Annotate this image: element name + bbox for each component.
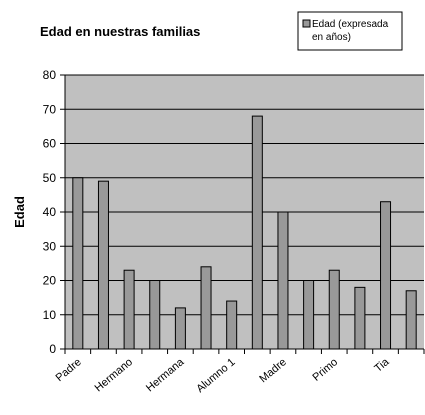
bar — [72, 177, 84, 350]
x-tick-label: Hermano — [93, 356, 135, 394]
y-tick-label: 40 — [43, 205, 57, 219]
y-tick-label: 50 — [43, 171, 57, 185]
bar — [328, 269, 340, 350]
bar — [200, 266, 212, 350]
y-tick-label: 10 — [43, 308, 57, 322]
bar — [123, 269, 135, 350]
legend: Edad (expresada en años) — [297, 11, 403, 51]
legend-label: en años) — [312, 32, 351, 43]
y-axis-label: Edad — [12, 196, 27, 228]
bar — [380, 201, 392, 350]
bar — [251, 115, 263, 350]
bar — [405, 290, 417, 350]
bar — [174, 307, 186, 350]
x-tick-label: Alumno 1 — [194, 356, 237, 395]
y-tick-label: 60 — [43, 137, 57, 151]
x-tick-label: Madre — [257, 356, 289, 385]
y-tick-label: 20 — [43, 274, 57, 288]
y-tick-label: 30 — [43, 239, 57, 253]
bar — [226, 300, 238, 350]
y-tick-label: 80 — [43, 68, 57, 82]
legend-label: Edad (expresada — [312, 19, 389, 30]
x-tick-label: Hermana — [144, 356, 187, 395]
legend-swatch — [302, 19, 311, 28]
legend-box — [297, 11, 403, 51]
bar — [354, 286, 366, 350]
y-tick-label: 70 — [43, 102, 57, 116]
bar — [277, 211, 289, 350]
x-tick-label: Tia — [372, 356, 392, 375]
bar — [97, 180, 109, 350]
bar — [149, 280, 161, 350]
chart-title: Edad en nuestras familias — [40, 24, 200, 39]
y-tick-label: 0 — [49, 342, 56, 356]
x-tick-label: Primo — [310, 356, 340, 384]
bar — [303, 280, 315, 350]
x-tick-label: Padre — [54, 356, 84, 384]
